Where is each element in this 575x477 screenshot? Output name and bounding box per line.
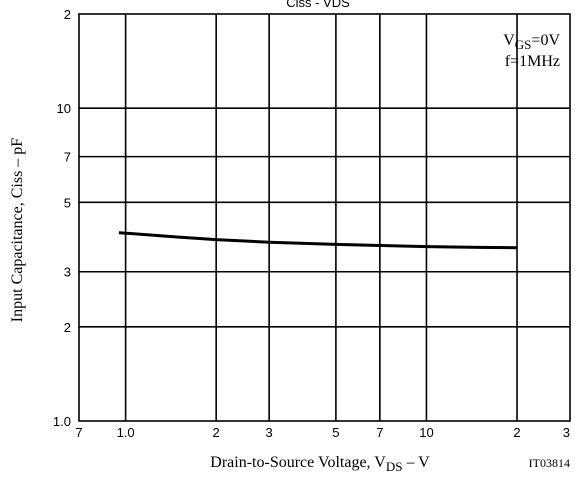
x-tick-label: 1.0 — [117, 425, 135, 440]
figure-id: IT03814 — [529, 456, 570, 470]
x-tick-label: 7 — [75, 425, 82, 440]
y-tick-label: 1.0 — [53, 414, 71, 429]
y-tick-label: 3 — [64, 265, 71, 280]
conditions-vgs: VGS=0V — [503, 32, 560, 52]
plot-frame — [78, 13, 571, 422]
x-axis-label: Drain-to-Source Voltage, VDS – V — [210, 454, 430, 474]
y-axis-label: Input Capacitance, Ciss – pF — [9, 138, 26, 323]
y-tick-label: 2 — [64, 320, 71, 335]
x-tick-label: 5 — [332, 425, 339, 440]
y-tick-label: 2 — [64, 7, 71, 22]
x-tick-label: 7 — [376, 425, 383, 440]
y-tick-labels: 1.0 2 3 5 7 10 2 — [53, 7, 71, 429]
y-tick-label: 7 — [64, 150, 71, 165]
x-tick-label: 2 — [213, 425, 220, 440]
x-tick-label: 3 — [563, 425, 570, 440]
chart-title: Ciss - VDS — [286, 0, 350, 10]
y-tick-label: 10 — [57, 101, 71, 116]
x-tick-labels: 7 1.0 2 3 5 7 10 2 3 — [75, 425, 570, 440]
x-tick-label: 2 — [513, 425, 520, 440]
x-tick-label: 3 — [266, 425, 273, 440]
conditions-frequency: f=1MHz — [505, 53, 560, 70]
x-tick-label: 10 — [419, 425, 433, 440]
y-tick-label: 5 — [64, 195, 71, 210]
ciss-curve — [118, 231, 518, 250]
grid — [79, 14, 570, 421]
